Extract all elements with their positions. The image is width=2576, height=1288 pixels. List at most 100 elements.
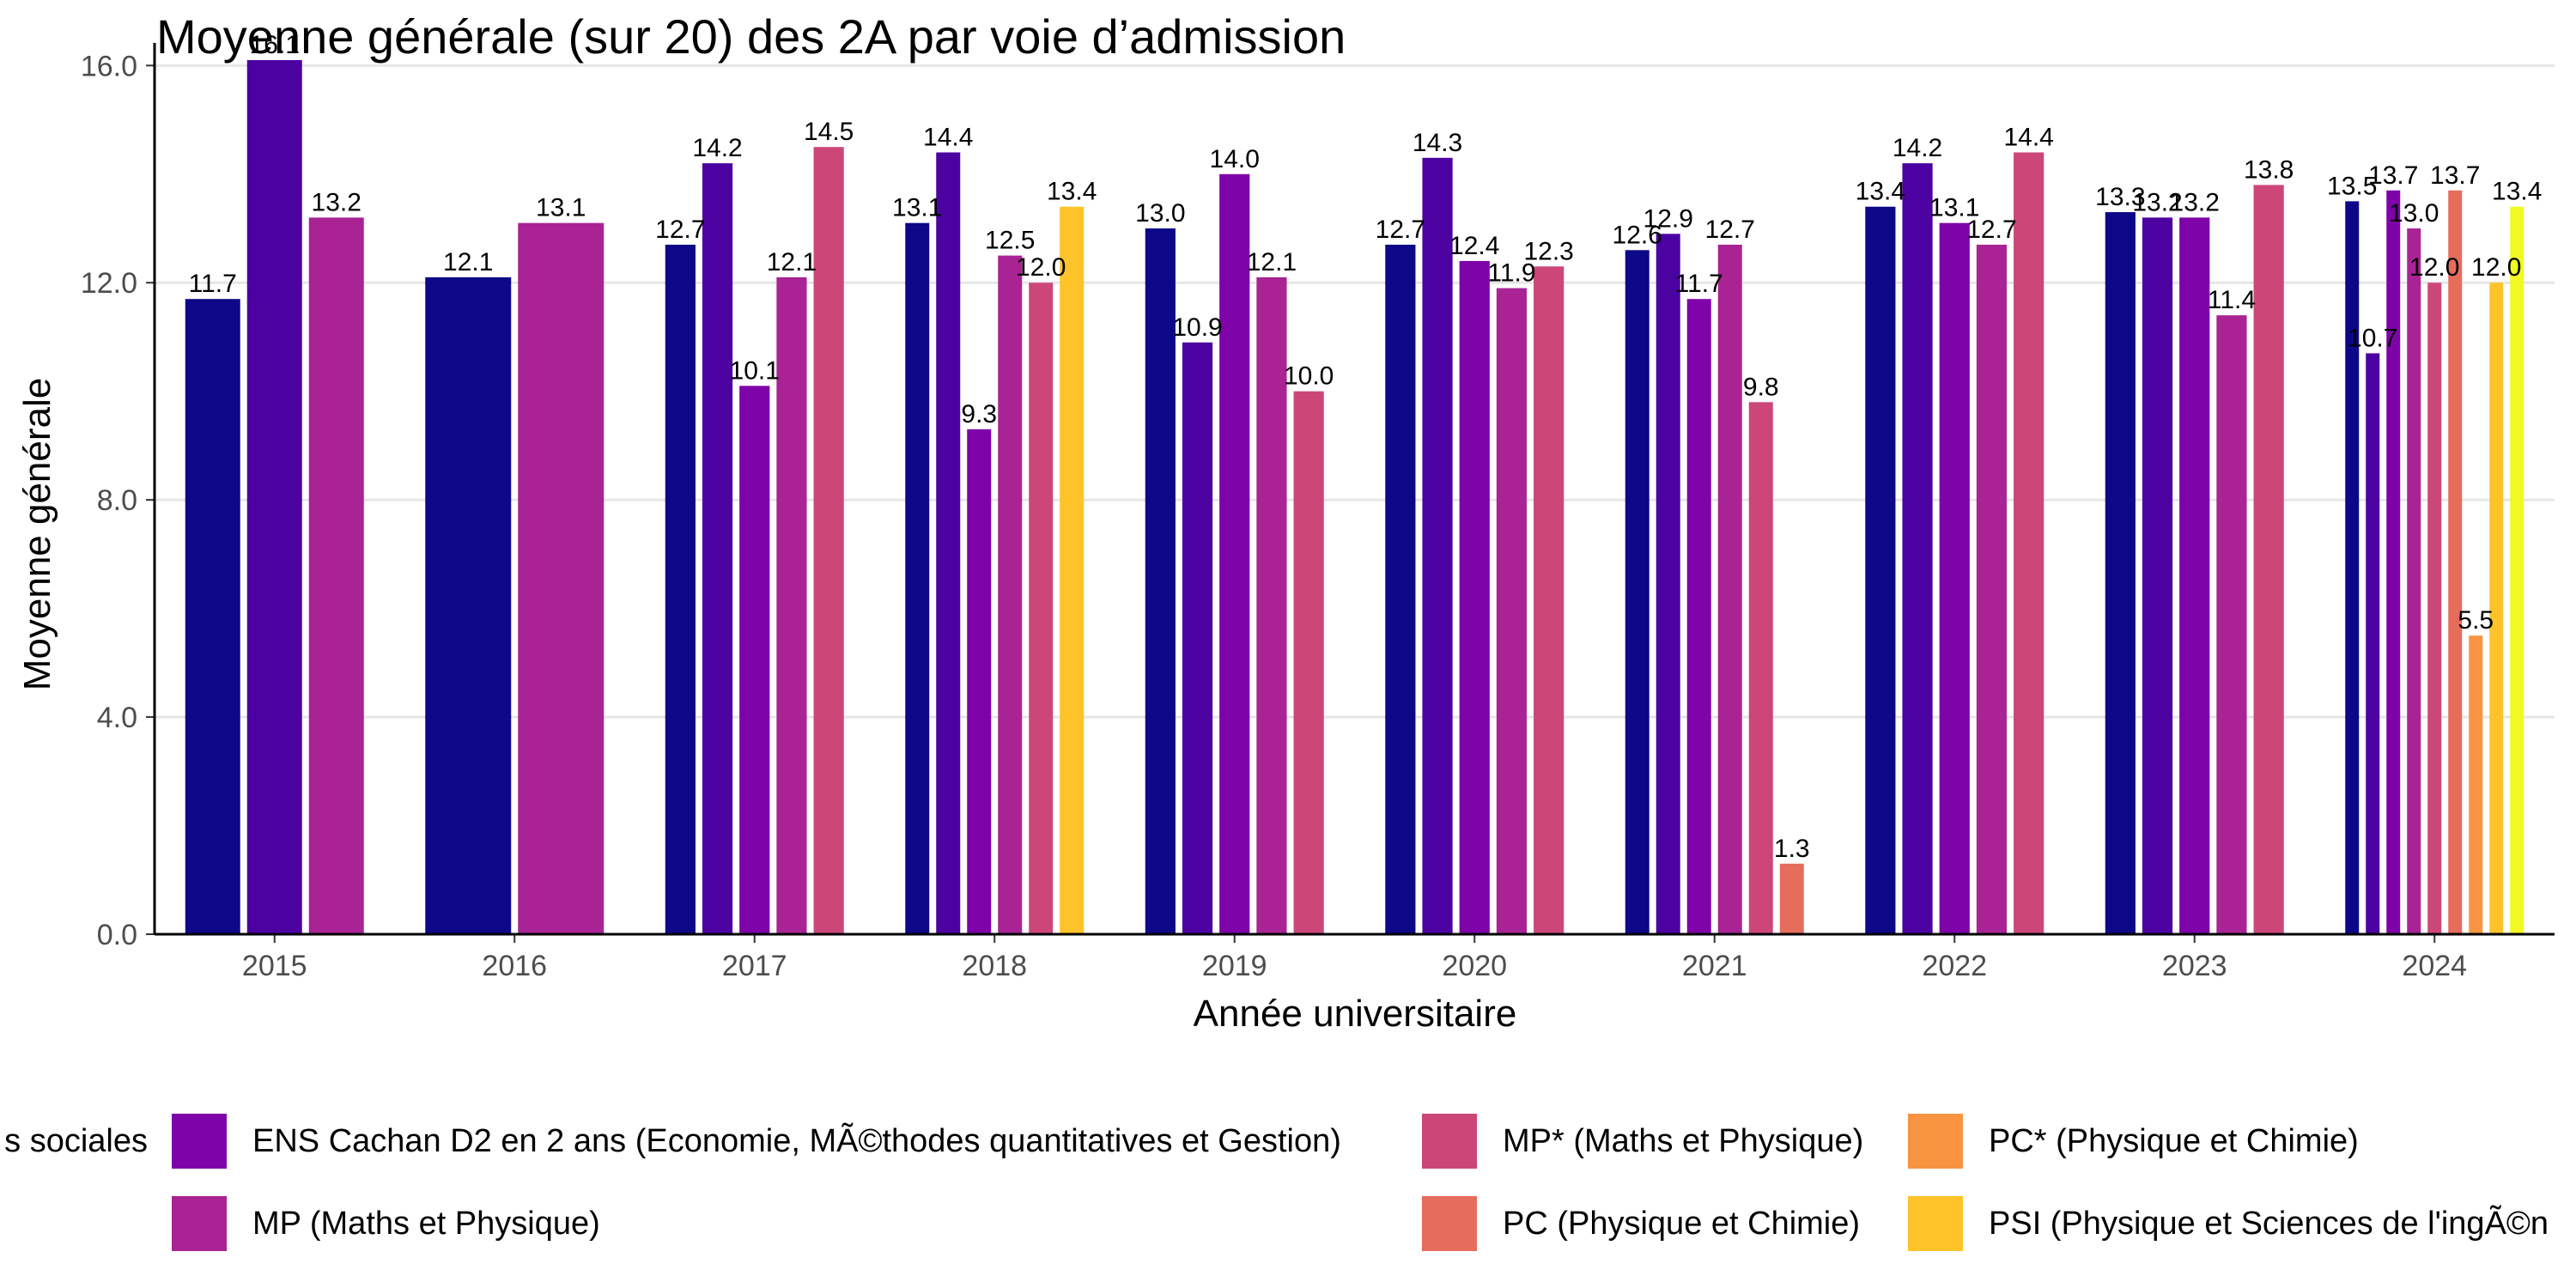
bar-2017-s0 — [665, 244, 696, 935]
bar-2024-s5 — [2448, 190, 2463, 934]
legend-swatch-2 — [172, 1196, 227, 1251]
data-labels: 11.716.113.212.113.112.714.210.112.114.5… — [189, 31, 2543, 863]
data-label-2021-s1: 12.9 — [1643, 204, 1693, 233]
x-tick-label-2016: 2016 — [482, 950, 547, 982]
bar-2022-s4 — [2014, 152, 2044, 935]
bar-2021-s3 — [1717, 244, 1742, 935]
x-tick-label-2018: 2018 — [962, 950, 1027, 982]
data-label-2018-s2: 9.3 — [961, 400, 997, 428]
bar-2023-s2 — [2179, 217, 2210, 934]
data-label-2018-s3: 12.5 — [985, 227, 1035, 255]
legend-swatch-6 — [1908, 1196, 1963, 1251]
bar-2020-s3 — [1496, 288, 1528, 935]
x-tick-label-2019: 2019 — [1202, 950, 1267, 982]
bar-2022-s0 — [1865, 206, 1896, 935]
bar-2019-s1 — [1182, 342, 1213, 934]
bar-2020-s4 — [1534, 266, 1564, 934]
data-label-2022-s3: 12.7 — [1966, 216, 2016, 244]
bar-2022-s2 — [1939, 222, 1970, 934]
data-label-2017-s4: 14.5 — [804, 118, 854, 146]
data-label-2018-s7: 13.4 — [1047, 178, 1097, 206]
y-tick-label-1: 4.0 — [97, 702, 137, 734]
data-label-2023-s1: 13.2 — [2132, 188, 2182, 216]
data-label-2022-s1: 14.2 — [1893, 134, 1942, 162]
bar-2019-s4 — [1293, 391, 1324, 934]
legend-item-1: ENS Cachan D2 en 2 ans (Economie, MÃ©tho… — [172, 1111, 1341, 1171]
data-label-2021-s0: 12.6 — [1613, 221, 1662, 249]
data-label-2022-s4: 14.4 — [2003, 123, 2053, 151]
bar-2018-s1 — [936, 152, 961, 935]
bars — [185, 60, 2524, 935]
data-label-2016-s0: 12.1 — [443, 248, 493, 276]
data-label-2022-s2: 13.1 — [1929, 194, 1979, 222]
legend-swatch-5 — [1908, 1114, 1963, 1169]
data-label-2024-s2: 13.7 — [2368, 161, 2418, 190]
bar-2023-s0 — [2105, 212, 2136, 935]
bar-2024-s7 — [2489, 283, 2504, 934]
y-tick-label-4: 16.0 — [81, 50, 137, 82]
bar-2017-s4 — [813, 147, 844, 934]
bar-2022-s3 — [1976, 244, 2008, 935]
bar-2016-s3 — [518, 222, 605, 934]
data-label-2015-s1: 16.1 — [250, 31, 300, 59]
legend-label-6: PSI (Physique et Sciences de l'ingÃ©n — [1989, 1205, 2549, 1242]
legend-label-3: MP* (Maths et Physique) — [1503, 1122, 1864, 1159]
bar-2017-s3 — [776, 276, 807, 934]
data-label-2019-s4: 10.0 — [1284, 362, 1334, 391]
x-tick-label-2022: 2022 — [1922, 950, 1987, 982]
y-tick-label-3: 12.0 — [81, 267, 137, 300]
legend-item-5: PC* (Physique et Chimie) — [1908, 1111, 2359, 1171]
bar-2018-s3 — [998, 255, 1023, 934]
bar-2023-s4 — [2253, 185, 2284, 934]
data-label-2024-s6: 5.5 — [2458, 606, 2494, 635]
data-label-2023-s4: 13.8 — [2244, 155, 2293, 184]
bar-2024-s0 — [2345, 201, 2360, 934]
bar-2024-s6 — [2469, 635, 2483, 934]
bar-2023-s1 — [2142, 217, 2173, 934]
bar-2021-s5 — [1779, 863, 1804, 934]
bar-2020-s2 — [1459, 260, 1490, 934]
legend: s sociales ENS Cachan D2 en 2 ans (Econo… — [0, 1091, 2576, 1288]
data-label-2020-s0: 12.7 — [1376, 216, 1425, 244]
bar-2018-s2 — [967, 428, 992, 934]
y-tick-label-2: 8.0 — [97, 484, 137, 517]
data-label-2020-s2: 12.4 — [1449, 232, 1499, 260]
bar-2017-s1 — [702, 163, 733, 934]
bar-2015-s1 — [246, 60, 302, 934]
x-tick-label-2024: 2024 — [2402, 950, 2467, 982]
data-label-2021-s5: 1.3 — [1774, 835, 1810, 863]
bar-2019-s0 — [1145, 228, 1176, 934]
data-label-2019-s3: 12.1 — [1247, 248, 1297, 276]
legend-label-1: ENS Cachan D2 en 2 ans (Economie, MÃ©tho… — [252, 1122, 1341, 1159]
x-tick-label-2017: 2017 — [722, 950, 787, 982]
data-label-2017-s3: 12.1 — [767, 248, 817, 276]
data-label-2018-s4: 12.0 — [1016, 253, 1066, 282]
data-label-2024-s3: 13.0 — [2389, 199, 2439, 228]
legend-item-3: MP* (Maths et Physique) — [1422, 1111, 1863, 1171]
data-label-2024-s8: 13.4 — [2492, 178, 2542, 206]
data-label-2015-s3: 13.2 — [312, 188, 361, 216]
x-tick-label-2020: 2020 — [1442, 950, 1507, 982]
data-label-2024-s5: 13.7 — [2430, 161, 2480, 190]
bar-2024-s1 — [2366, 353, 2380, 934]
legend-item-4: PC (Physique et Chimie) — [1422, 1194, 1860, 1254]
legend-swatch-3 — [1422, 1114, 1477, 1169]
x-axis-title: Année universitaire — [1194, 993, 1517, 1035]
x-tick-label-2023: 2023 — [2162, 950, 2227, 982]
legend-label-2: MP (Maths et Physique) — [252, 1205, 600, 1242]
data-label-2015-s0: 11.7 — [189, 270, 237, 298]
data-label-2020-s3: 11.9 — [1487, 259, 1535, 288]
chart-title: Moyenne générale (sur 20) des 2A par voi… — [156, 9, 1346, 64]
bar-2023-s3 — [2216, 315, 2247, 934]
x-tick-label-2015: 2015 — [242, 950, 307, 982]
data-label-2021-s2: 11.7 — [1675, 270, 1723, 298]
data-label-2016-s3: 13.1 — [536, 194, 586, 222]
bar-2024-s3 — [2407, 228, 2421, 934]
data-label-2020-s1: 14.3 — [1413, 129, 1462, 157]
bar-2020-s0 — [1385, 244, 1416, 935]
data-label-2019-s0: 13.0 — [1135, 199, 1185, 228]
legend-label-4: PC (Physique et Chimie) — [1503, 1205, 1861, 1242]
bar-2016-s0 — [425, 276, 512, 934]
data-label-2024-s1: 10.7 — [2348, 324, 2397, 352]
